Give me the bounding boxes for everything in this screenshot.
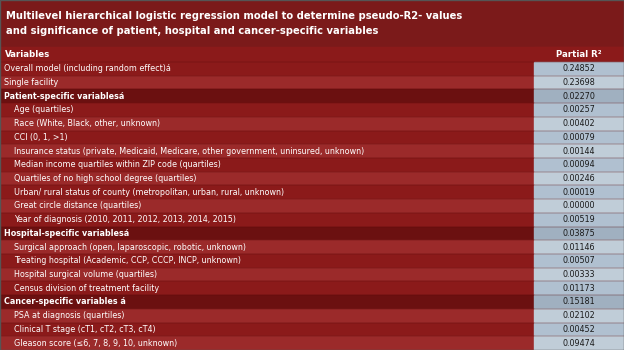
- Bar: [534, 281, 624, 295]
- Text: 0.00507: 0.00507: [562, 256, 595, 265]
- Text: 0.00144: 0.00144: [562, 147, 595, 156]
- Text: Cancer-specific variables á: Cancer-specific variables á: [4, 298, 126, 307]
- Bar: [534, 158, 624, 172]
- Text: 0.02102: 0.02102: [562, 311, 595, 320]
- Text: Urban/ rural status of county (metropolitan, urban, rural, unknown): Urban/ rural status of county (metropoli…: [14, 188, 284, 197]
- Bar: [534, 47, 624, 62]
- Text: 0.01146: 0.01146: [562, 243, 595, 252]
- Bar: [534, 76, 624, 89]
- Text: Median income quartiles within ZIP code (quartiles): Median income quartiles within ZIP code …: [14, 160, 221, 169]
- Bar: [0, 117, 534, 131]
- Text: Patient-specific variablesá: Patient-specific variablesá: [4, 92, 124, 101]
- Text: 0.02270: 0.02270: [562, 92, 595, 101]
- Bar: [534, 268, 624, 281]
- Text: Insurance status (private, Medicaid, Medicare, other government, uninsured, unkn: Insurance status (private, Medicaid, Med…: [14, 147, 364, 156]
- Bar: [0, 186, 534, 199]
- Bar: [0, 0, 624, 47]
- Bar: [0, 226, 534, 240]
- Text: Surgical approach (open, laparoscopic, robotic, unknown): Surgical approach (open, laparoscopic, r…: [14, 243, 246, 252]
- Bar: [534, 295, 624, 309]
- Text: 0.03875: 0.03875: [562, 229, 595, 238]
- Bar: [534, 213, 624, 226]
- Text: Year of diagnosis (2010, 2011, 2012, 2013, 2014, 2015): Year of diagnosis (2010, 2011, 2012, 201…: [14, 215, 236, 224]
- Text: 0.24852: 0.24852: [562, 64, 595, 73]
- Bar: [534, 226, 624, 240]
- Text: Race (White, Black, other, unknown): Race (White, Black, other, unknown): [14, 119, 160, 128]
- Text: Partial R²: Partial R²: [556, 50, 602, 59]
- Text: Gleason score (≤6, 7, 8, 9, 10, unknown): Gleason score (≤6, 7, 8, 9, 10, unknown): [14, 339, 177, 348]
- Text: Single facility: Single facility: [4, 78, 58, 87]
- Bar: [0, 336, 534, 350]
- Text: PSA at diagnosis (quartiles): PSA at diagnosis (quartiles): [14, 311, 125, 320]
- Bar: [0, 309, 534, 323]
- Text: Treating hospital (Academic, CCP, CCCP, INCP, unknown): Treating hospital (Academic, CCP, CCCP, …: [14, 256, 241, 265]
- Bar: [534, 323, 624, 336]
- Text: Variables: Variables: [5, 50, 51, 59]
- Bar: [0, 240, 534, 254]
- Text: Overall model (including random effect)á: Overall model (including random effect)á: [4, 64, 171, 73]
- Text: Quartiles of no high school degree (quartiles): Quartiles of no high school degree (quar…: [14, 174, 197, 183]
- Bar: [0, 254, 534, 268]
- Text: Age (quartiles): Age (quartiles): [14, 105, 74, 114]
- Bar: [0, 295, 534, 309]
- Bar: [0, 131, 534, 144]
- Text: Multilevel hierarchical logistic regression model to determine pseudo-R2- values: Multilevel hierarchical logistic regress…: [6, 12, 462, 36]
- Bar: [534, 117, 624, 131]
- Text: Clinical T stage (cT1, cT2, cT3, cT4): Clinical T stage (cT1, cT2, cT3, cT4): [14, 325, 155, 334]
- Bar: [534, 131, 624, 144]
- Text: 0.09474: 0.09474: [562, 339, 595, 348]
- Bar: [0, 103, 534, 117]
- Bar: [534, 62, 624, 76]
- Text: 0.00000: 0.00000: [562, 202, 595, 210]
- Bar: [0, 172, 534, 186]
- Bar: [534, 254, 624, 268]
- Bar: [0, 323, 534, 336]
- Text: 0.00519: 0.00519: [562, 215, 595, 224]
- Bar: [534, 336, 624, 350]
- Bar: [0, 89, 534, 103]
- Text: 0.01173: 0.01173: [562, 284, 595, 293]
- Text: 0.00094: 0.00094: [562, 160, 595, 169]
- Bar: [0, 158, 534, 172]
- Bar: [0, 47, 624, 62]
- Text: 0.00257: 0.00257: [562, 105, 595, 114]
- Bar: [534, 103, 624, 117]
- Text: Great circle distance (quartiles): Great circle distance (quartiles): [14, 202, 142, 210]
- Bar: [0, 76, 534, 89]
- Bar: [0, 281, 534, 295]
- Bar: [0, 213, 534, 226]
- Bar: [0, 144, 534, 158]
- Text: 0.00452: 0.00452: [562, 325, 595, 334]
- Text: Census division of treatment facility: Census division of treatment facility: [14, 284, 159, 293]
- Text: 0.15181: 0.15181: [562, 298, 595, 307]
- Bar: [534, 89, 624, 103]
- Text: 0.23698: 0.23698: [562, 78, 595, 87]
- Bar: [534, 309, 624, 323]
- Bar: [534, 240, 624, 254]
- Text: CCI (0, 1, >1): CCI (0, 1, >1): [14, 133, 67, 142]
- Text: Hospital surgical volume (quartiles): Hospital surgical volume (quartiles): [14, 270, 157, 279]
- Bar: [534, 186, 624, 199]
- Bar: [534, 172, 624, 186]
- Bar: [0, 199, 534, 213]
- Text: 0.00079: 0.00079: [562, 133, 595, 142]
- Text: 0.00019: 0.00019: [562, 188, 595, 197]
- Bar: [0, 62, 534, 76]
- Text: 0.00246: 0.00246: [562, 174, 595, 183]
- Bar: [534, 144, 624, 158]
- Text: 0.00333: 0.00333: [562, 270, 595, 279]
- Bar: [534, 199, 624, 213]
- Text: Hospital-specific variablesá: Hospital-specific variablesá: [4, 229, 129, 238]
- Text: 0.00402: 0.00402: [562, 119, 595, 128]
- Bar: [0, 268, 534, 281]
